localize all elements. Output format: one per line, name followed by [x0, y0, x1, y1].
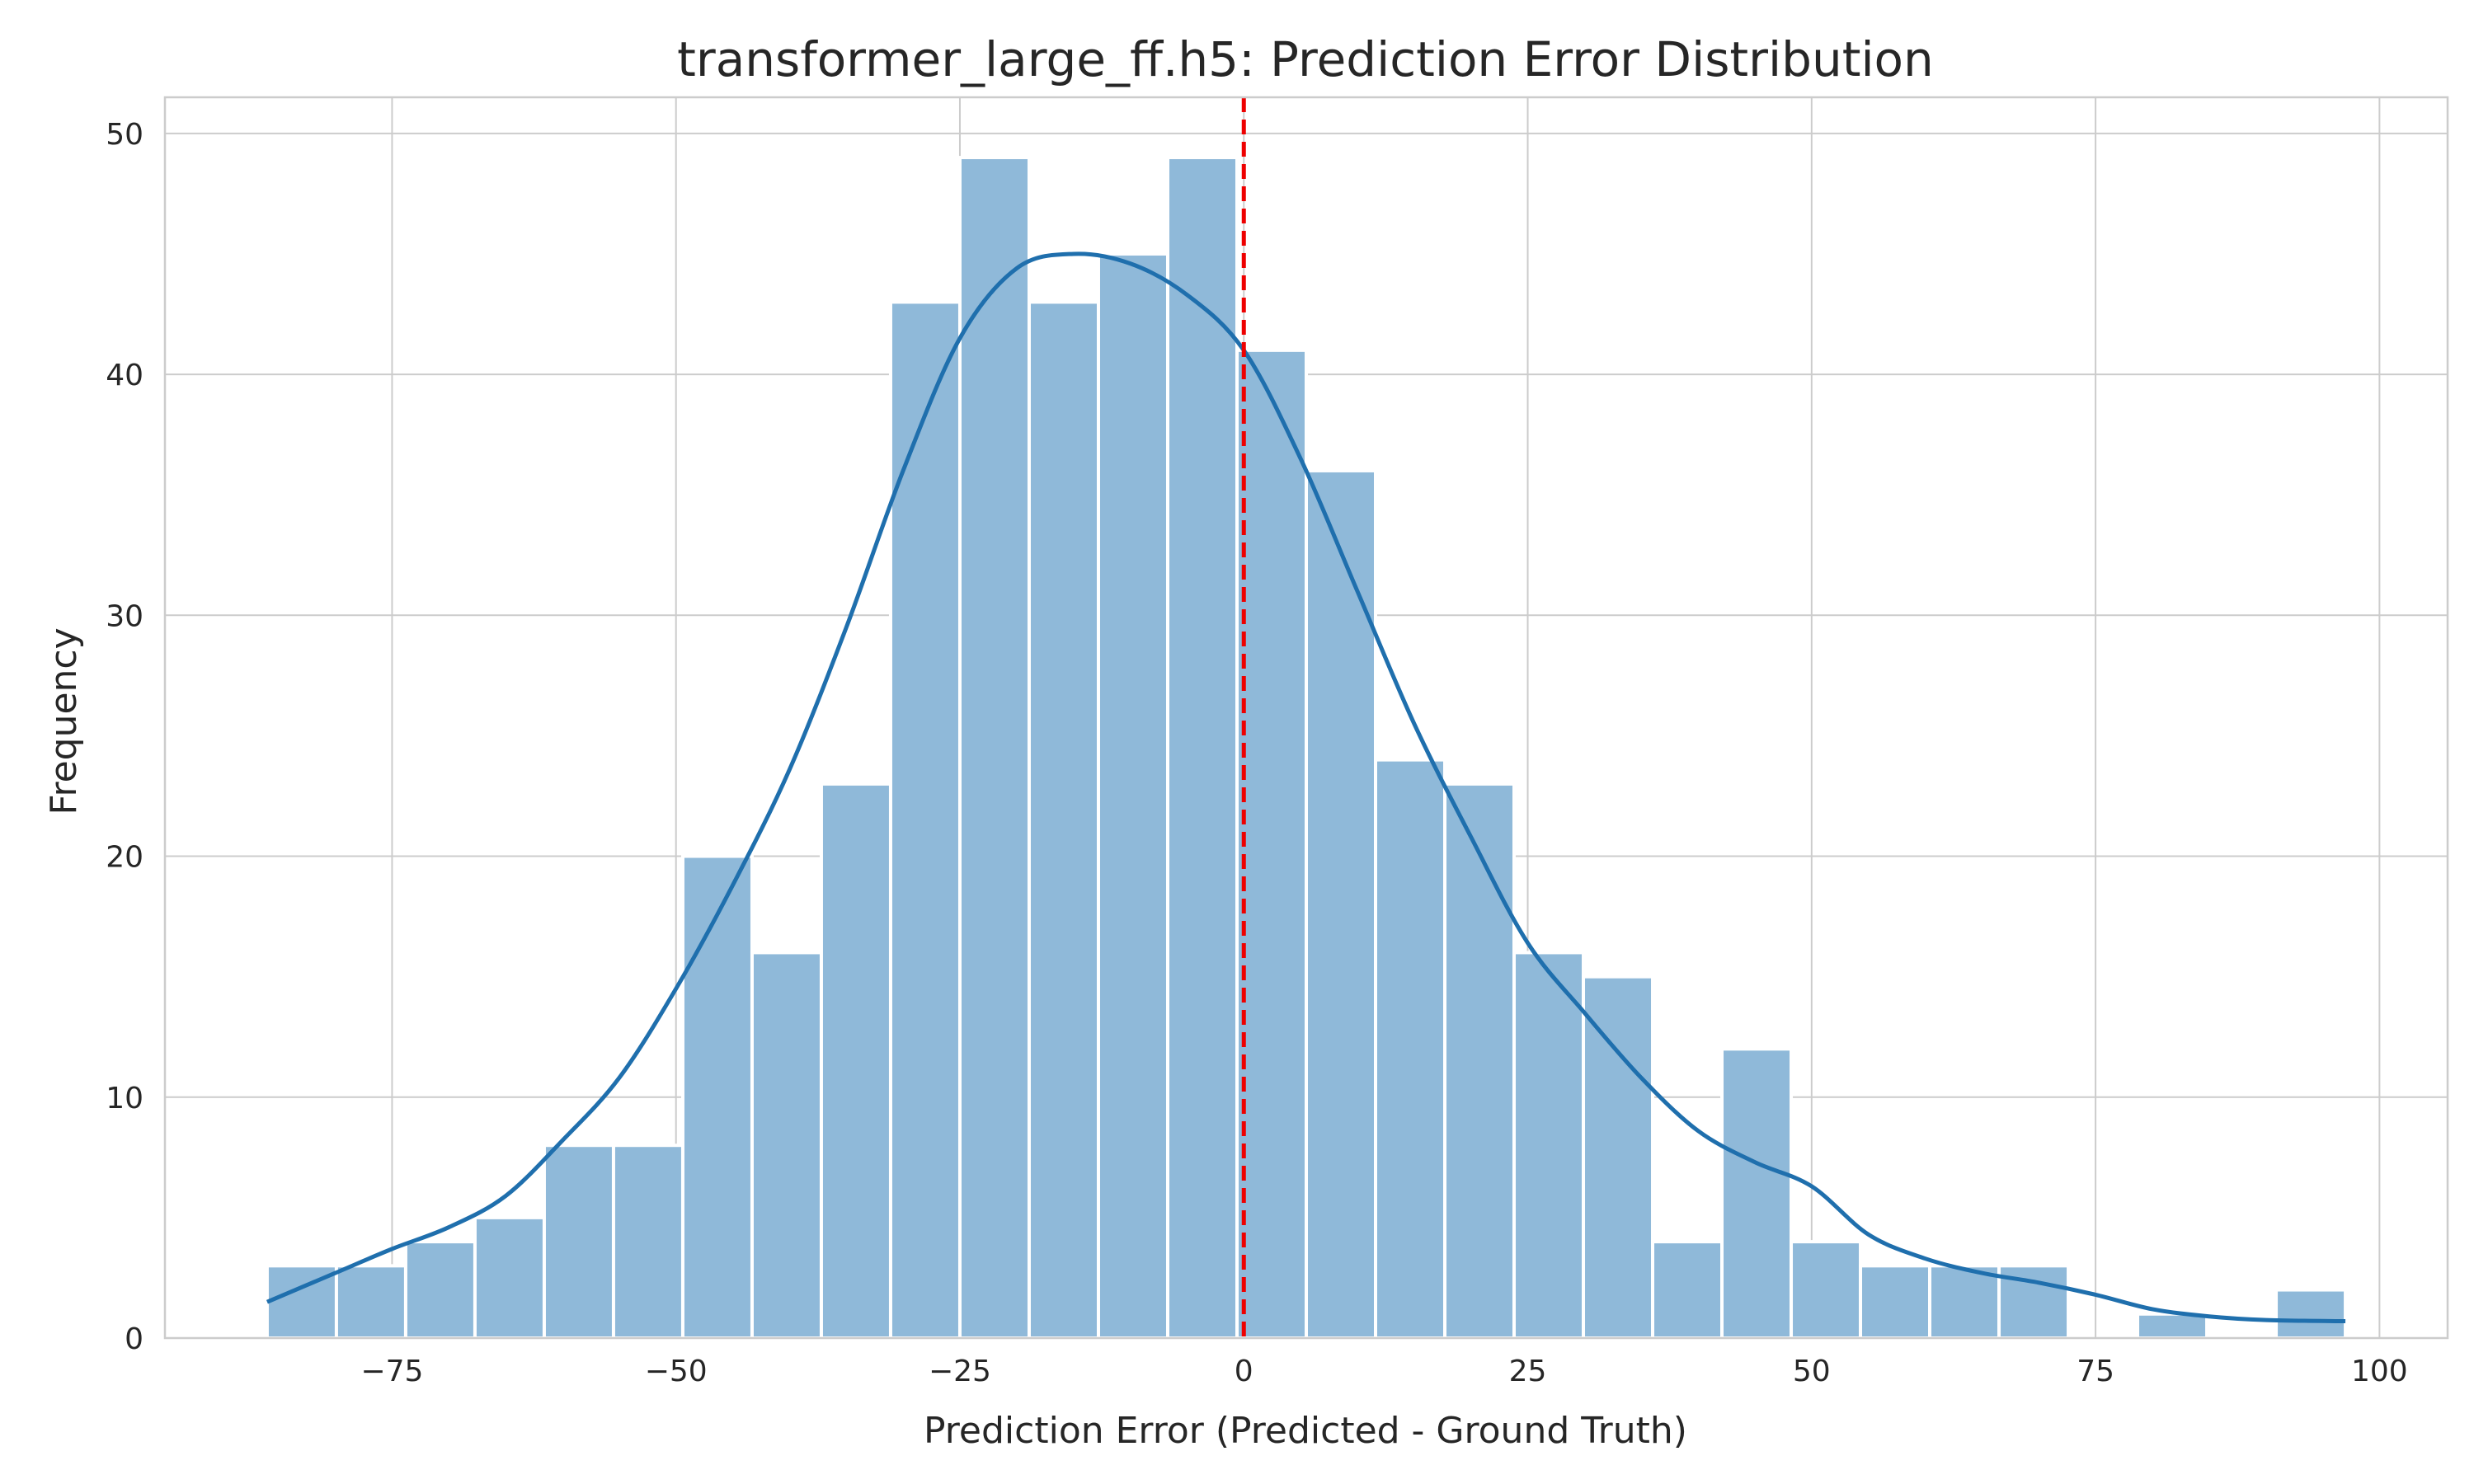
y-tick-label: 40 — [106, 359, 143, 392]
x-tick-label: 0 — [1235, 1355, 1253, 1388]
histogram-bars — [265, 156, 2348, 1341]
histogram-bar — [1582, 974, 1655, 1341]
x-axis-label: Prediction Error (Predicted - Ground Tru… — [924, 1410, 1687, 1452]
histogram-bar — [1027, 300, 1100, 1340]
x-tick-labels: −75 −50 −25 0 25 50 75 100 — [360, 1355, 2407, 1388]
x-tick-label: −25 — [929, 1355, 991, 1388]
histogram-bar — [1997, 1264, 2071, 1340]
chart-title: transformer_large_ff.h5: Prediction Erro… — [677, 31, 1934, 87]
histogram-bar — [334, 1264, 407, 1340]
x-tick-label: −50 — [645, 1355, 708, 1388]
x-tick-label: 50 — [1793, 1355, 1831, 1388]
histogram-bar — [2136, 1312, 2209, 1341]
x-tick-label: 100 — [2351, 1355, 2408, 1388]
y-tick-label: 50 — [106, 118, 143, 152]
histogram-bar — [1374, 758, 1447, 1340]
x-tick-label: −75 — [360, 1355, 423, 1388]
x-tick-label: 25 — [1509, 1355, 1547, 1388]
histogram-bar — [1512, 951, 1586, 1340]
histogram-bar — [680, 854, 754, 1340]
histogram-bar — [1859, 1264, 1932, 1340]
histogram-bar — [1235, 348, 1308, 1341]
histogram-bar — [888, 300, 962, 1340]
y-tick-label: 20 — [106, 841, 143, 875]
kde-curve-group — [266, 251, 2346, 1324]
histogram-bar — [542, 1144, 615, 1341]
y-axis-label: Frequency — [43, 627, 85, 815]
histogram-bar — [473, 1215, 546, 1341]
y-tick-label: 30 — [106, 599, 143, 633]
y-tick-label: 10 — [106, 1082, 143, 1115]
histogram-bar — [957, 156, 1031, 1341]
histogram-bar — [2274, 1288, 2348, 1340]
plot-frame — [163, 96, 2449, 1340]
histogram-bar — [403, 1240, 477, 1341]
histogram-bar — [1096, 251, 1169, 1341]
histogram-bar — [1651, 1240, 1724, 1341]
histogram-bar — [1443, 782, 1517, 1340]
histogram-bar — [1928, 1264, 2001, 1340]
histogram-bar — [1790, 1240, 1863, 1341]
histogram-bar — [819, 782, 892, 1340]
histogram-bar — [611, 1144, 684, 1341]
x-tick-label: 75 — [2077, 1355, 2114, 1388]
y-tick-label: 0 — [125, 1322, 143, 1356]
histogram-bar — [1720, 1047, 1794, 1341]
kde-curve — [266, 251, 2346, 1324]
histogram-bar — [750, 951, 823, 1340]
y-tick-labels: 0 10 20 30 40 50 — [106, 118, 143, 1356]
histogram-bar — [1305, 468, 1378, 1340]
histogram-bar — [1165, 156, 1239, 1341]
